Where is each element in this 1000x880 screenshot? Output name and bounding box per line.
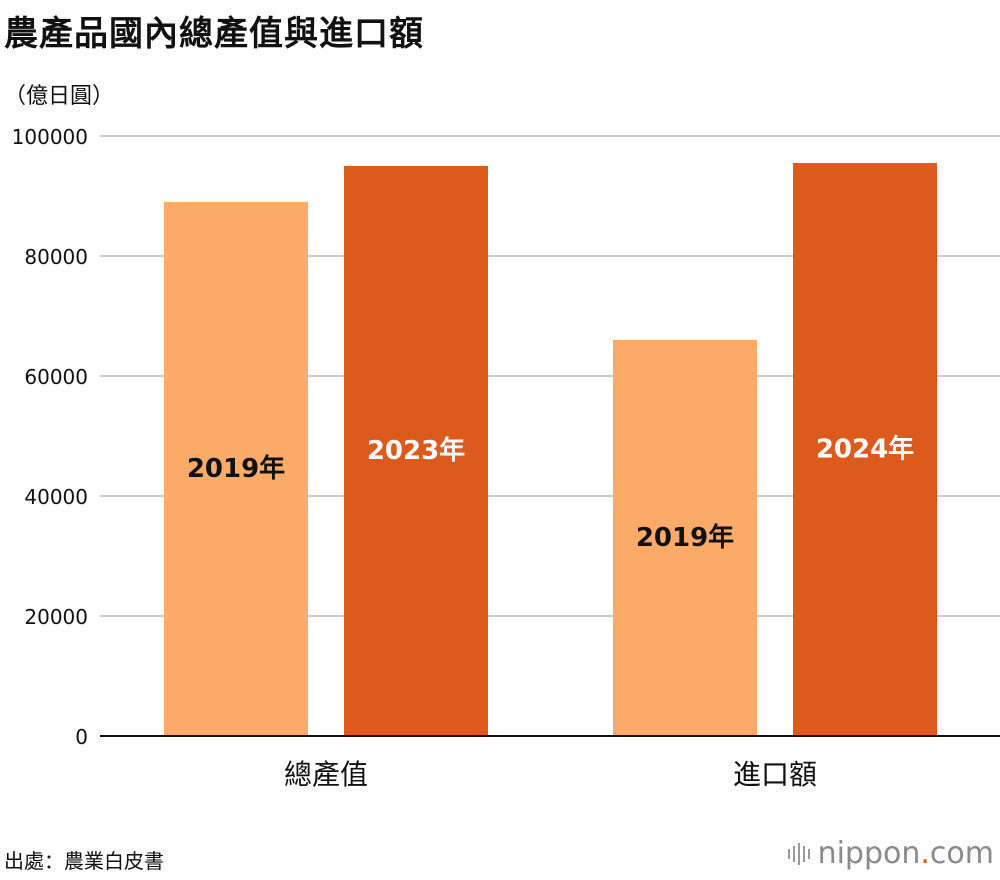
y-tick-label: 60000	[24, 365, 88, 389]
bar-label: 2019年	[187, 453, 285, 484]
bar	[344, 166, 488, 736]
bar-label: 2023年	[367, 435, 465, 466]
y-tick-label: 20000	[24, 605, 88, 629]
y-axis-unit: （億日圓）	[4, 84, 115, 109]
y-tick-label: 40000	[24, 485, 88, 509]
y-tick-label: 100000	[12, 125, 88, 149]
y-tick-label: 80000	[24, 245, 88, 269]
chart-title: 農產品國內總產值與進口額	[4, 14, 424, 54]
bar-chart: 0 20000 40000 60000 80000 100000 2019年 2023年 201…	[12, 125, 1000, 791]
brand-wordmark: nippon.com	[817, 836, 994, 871]
bar	[613, 340, 757, 736]
nippon-logo-icon	[787, 842, 810, 865]
bar-label: 2024年	[816, 434, 914, 465]
x-category-label: 進口額	[733, 758, 817, 791]
bar-label: 2019年	[636, 522, 734, 553]
bar	[793, 163, 937, 736]
bar	[164, 202, 308, 736]
nippon-logo: nippon.com	[787, 836, 994, 871]
y-tick-label: 0	[75, 725, 88, 749]
source-note: 出處：農業白皮書	[4, 849, 164, 873]
x-category-label: 總產值	[284, 758, 368, 791]
